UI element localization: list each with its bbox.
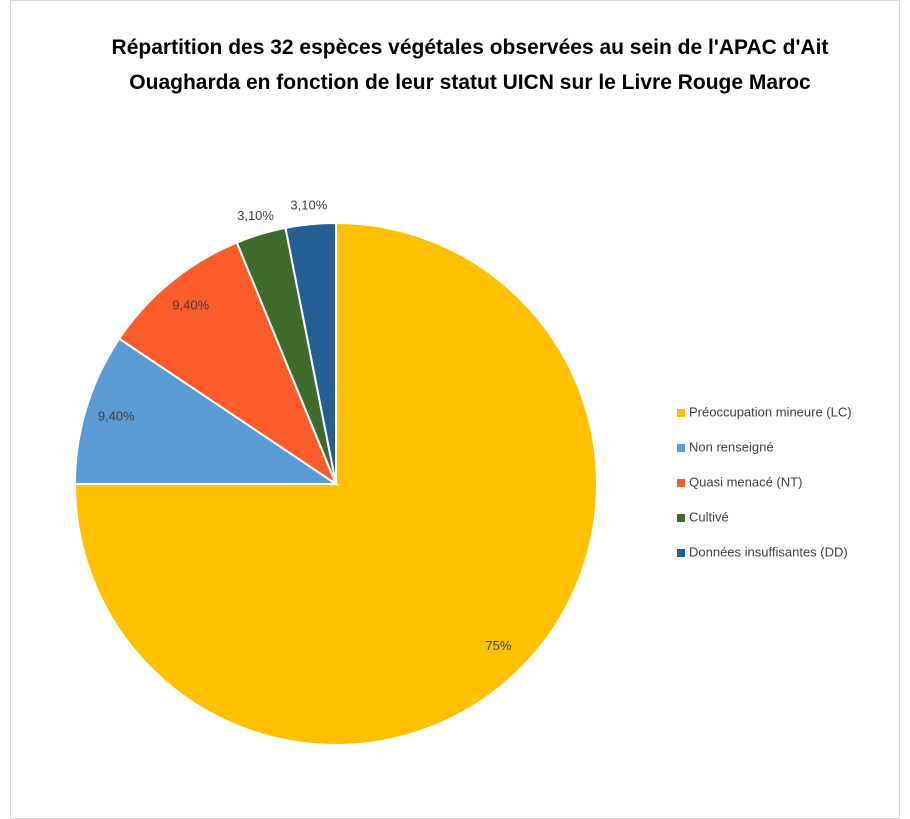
data-label: 9,40%: [172, 298, 209, 313]
legend-swatch: [677, 514, 685, 522]
legend-swatch: [677, 444, 685, 452]
pie-slice: [73, 221, 598, 746]
legend-label: Cultivé: [689, 509, 729, 524]
data-label: 3,10%: [237, 208, 274, 223]
legend-swatch: [677, 549, 685, 557]
legend-swatch: [677, 479, 685, 487]
pie-slice: [117, 241, 339, 487]
legend-label: Non renseigné: [689, 439, 774, 454]
legend-label: Données insuffisantes (DD): [689, 544, 848, 559]
legend-label: Préoccupation mineure (LC): [689, 404, 852, 419]
legend-label: Quasi menacé (NT): [689, 474, 802, 489]
data-label: 9,40%: [98, 409, 135, 424]
legend-swatch: [677, 409, 685, 417]
data-label: 3,10%: [290, 197, 327, 212]
chart-title: Répartition des 32 espèces végétales obs…: [111, 36, 829, 94]
data-label: 75%: [485, 638, 511, 653]
pie-slice: [73, 337, 340, 485]
pie-slice: [284, 221, 337, 485]
